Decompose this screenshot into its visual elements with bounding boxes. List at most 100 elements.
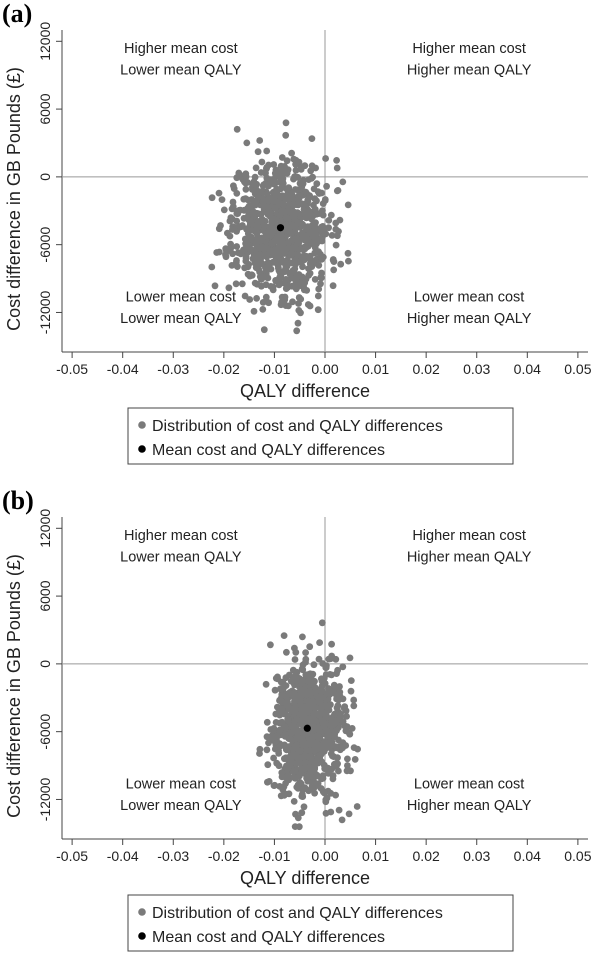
scatter-point — [325, 706, 333, 714]
scatter-point — [292, 166, 300, 174]
scatter-point — [344, 201, 352, 209]
scatter-point — [305, 194, 313, 202]
scatter-point — [294, 209, 301, 217]
scatter-point — [334, 702, 342, 710]
scatter-point — [345, 257, 352, 265]
scatter-point — [311, 276, 319, 283]
scatter-point — [286, 228, 294, 236]
scatter-point — [305, 265, 312, 272]
scatter-point — [259, 306, 267, 313]
scatter-point — [322, 155, 329, 162]
scatter-point — [295, 158, 303, 166]
x-tick-label: 0.00 — [311, 848, 338, 864]
scatter-point — [290, 773, 298, 781]
scatter-plot-b: (b) -0.05 -0.04 -0.03 -0.02 -0.01 0.00 0.01 0.02… — [2, 487, 592, 952]
scatter-point — [342, 707, 350, 715]
scatter-point — [319, 253, 327, 261]
scatter-point — [280, 632, 288, 639]
scatter-point — [250, 178, 258, 186]
quadrant-label: Lower mean QALY — [120, 798, 242, 814]
scatter-point — [347, 767, 354, 775]
scatter-point — [318, 688, 326, 696]
scatter-point — [282, 119, 290, 127]
scatter-point — [297, 735, 304, 743]
scatter-point — [275, 747, 282, 755]
scatter-point — [242, 254, 250, 262]
scatter-point — [336, 216, 344, 224]
scatter-point — [242, 244, 250, 252]
scatter-point — [322, 742, 330, 749]
scatter-point — [316, 235, 324, 243]
x-tick-label: 0.02 — [413, 848, 440, 864]
panel-label: (a) — [2, 0, 32, 28]
scatter-point — [327, 808, 335, 816]
scatter-point — [354, 745, 361, 753]
scatter-point — [265, 739, 272, 747]
quadrant-label: Higher mean cost — [412, 41, 526, 57]
scatter-point — [323, 727, 330, 735]
scatter-point — [232, 259, 240, 267]
scatter-point — [309, 228, 316, 235]
chart-panel-b: (b) -0.05 -0.04 -0.03 -0.02 -0.01 0.00 0.01 0.02… — [0, 487, 597, 963]
scatter-point — [305, 715, 312, 723]
scatter-point — [272, 719, 280, 726]
scatter-point — [278, 718, 286, 726]
scatter-point — [299, 235, 306, 242]
scatter-point — [233, 125, 241, 133]
scatter-point — [335, 806, 343, 814]
scatter-point — [240, 195, 248, 203]
chart-panel-a: (a) -0.05 -0.04 -0.03 -0.02 -0.01 0.00 0.01 0.02… — [0, 0, 597, 476]
scatter-point — [259, 299, 267, 306]
scatter-point — [351, 756, 359, 763]
scatter-point — [295, 307, 303, 314]
scatter-point — [277, 685, 284, 693]
quadrant-label: Higher mean cost — [124, 41, 238, 57]
scatter-point — [299, 263, 306, 271]
scatter-point — [230, 185, 238, 193]
scatter-point — [264, 778, 271, 786]
scatter-point — [281, 723, 289, 731]
scatter-point — [274, 252, 282, 259]
scatter-point — [299, 661, 307, 669]
scatter-point — [298, 678, 306, 685]
scatter-point — [300, 246, 307, 254]
scatter-point — [305, 764, 313, 772]
scatter-point — [292, 703, 299, 711]
scatter-point — [286, 735, 294, 743]
scatter-point — [215, 225, 223, 233]
scatter-point — [300, 803, 308, 811]
scatter-point — [237, 223, 244, 231]
scatter-point — [301, 784, 309, 791]
scatter-point — [322, 798, 330, 806]
scatter-point — [290, 767, 298, 775]
scatter-point — [298, 273, 306, 281]
scatter-point — [254, 194, 262, 201]
scatter-point — [270, 754, 277, 762]
scatter-point — [319, 207, 326, 215]
scatter-point — [321, 680, 329, 687]
scatter-point — [278, 154, 286, 161]
scatter-point — [310, 722, 317, 729]
x-tick-label: -0.02 — [208, 848, 240, 864]
scatter-point — [313, 180, 321, 188]
scatter-point — [261, 273, 268, 281]
scatter-point — [300, 252, 308, 260]
scatter-point — [339, 178, 347, 186]
scatter-point — [288, 149, 295, 157]
scatter-point — [271, 686, 279, 694]
scatter-point — [282, 674, 290, 682]
scatter-point — [244, 270, 252, 278]
scatter-point — [297, 164, 305, 171]
scatter-point — [345, 810, 353, 818]
scatter-point — [262, 680, 270, 688]
scatter-point — [260, 202, 268, 210]
scatter-point — [318, 269, 325, 277]
scatter-point — [289, 267, 297, 274]
legend-marker-mean — [138, 445, 146, 453]
scatter-point — [243, 139, 251, 147]
scatter-point — [292, 277, 300, 285]
quadrant-label: Higher mean QALY — [407, 311, 532, 327]
scatter-point — [336, 683, 343, 690]
scatter-point — [252, 251, 260, 259]
scatter-point — [319, 660, 327, 667]
